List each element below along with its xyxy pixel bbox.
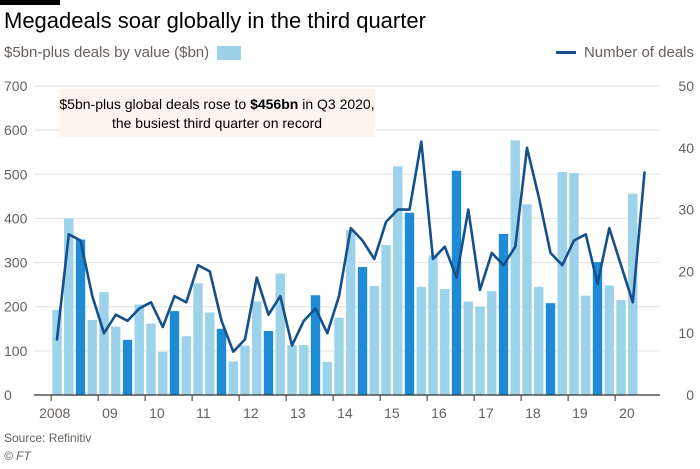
bar [475, 306, 485, 395]
deals-count-line [55, 140, 646, 354]
y-right-tick-label: 10 [678, 325, 694, 341]
bar [346, 230, 356, 395]
bar [487, 291, 497, 395]
bar [252, 301, 262, 395]
bar [228, 361, 238, 395]
bar [75, 239, 86, 395]
y-left-tick-label: 500 [4, 166, 28, 182]
legend-bars-label: $5bn-plus deals by value ($bn) [4, 44, 210, 61]
bar [87, 319, 97, 395]
bar [263, 330, 274, 395]
bar [404, 212, 415, 395]
x-tick-label: 09 [102, 405, 118, 421]
bar [592, 262, 603, 395]
bar [205, 312, 215, 395]
bar [134, 304, 144, 395]
bar [510, 140, 520, 395]
bar [181, 336, 191, 395]
bar [99, 292, 109, 395]
x-tick-label: 2008 [39, 405, 70, 421]
bar [299, 345, 309, 395]
x-tick-label: 13 [290, 405, 306, 421]
bar [357, 266, 368, 395]
x-tick-label: 16 [431, 405, 447, 421]
bar [369, 285, 379, 395]
y-left-tick-label: 700 [4, 78, 28, 94]
y-right-tick-label: 20 [678, 263, 694, 279]
bar [440, 289, 450, 395]
y-left-tick-label: 0 [4, 387, 12, 403]
bar [310, 295, 321, 395]
bar [616, 300, 626, 395]
bar [557, 172, 567, 395]
x-tick-label: 10 [149, 405, 165, 421]
bar [158, 351, 168, 395]
y-left-tick-label: 100 [4, 343, 28, 359]
bar [463, 301, 473, 395]
legend-line-swatch [555, 51, 576, 54]
y-left-tick-label: 400 [4, 210, 28, 226]
bar [146, 323, 156, 395]
annotation-line-2: the busiest third quarter on record [112, 115, 322, 131]
y-right-tick-label: 0 [686, 387, 694, 403]
legend-line: Number of deals [555, 44, 694, 61]
y-left-tick-label: 300 [4, 255, 28, 271]
legend-bars-swatch [217, 45, 242, 60]
bar [381, 244, 391, 395]
bar [451, 170, 462, 395]
chart-title: Megadeals soar globally in the third qua… [4, 8, 426, 33]
annotation-box [59, 89, 375, 137]
bar [522, 204, 532, 395]
bar [545, 303, 556, 395]
bar [122, 339, 133, 395]
bar [416, 286, 426, 395]
bar [193, 283, 203, 395]
y-left-tick-label: 200 [4, 299, 28, 315]
x-tick-label: 14 [337, 405, 353, 421]
bar [534, 286, 544, 395]
bar [275, 273, 285, 395]
bar [428, 255, 438, 395]
bar [111, 326, 121, 395]
bar [169, 311, 180, 395]
x-tick-label: 19 [572, 405, 588, 421]
bar [334, 317, 344, 395]
y-right-tick-label: 40 [678, 140, 694, 156]
bar [581, 295, 591, 395]
brand-rule [0, 0, 60, 5]
x-tick-label: 11 [196, 405, 211, 421]
y-right-tick-label: 30 [678, 202, 694, 218]
bar [393, 166, 403, 395]
bar [322, 361, 332, 395]
ft-credit: © FT [4, 449, 31, 463]
bar [240, 345, 250, 395]
annotation-line-1: $5bn-plus global deals rose to $456bn in… [59, 96, 374, 112]
bar [52, 309, 62, 395]
legend-bars: $5bn-plus deals by value ($bn) [4, 44, 242, 61]
x-tick-label: 17 [478, 405, 494, 421]
x-tick-label: 20 [619, 405, 635, 421]
bar [604, 285, 614, 395]
y-left-tick-label: 600 [4, 122, 28, 138]
x-tick-label: 15 [384, 405, 400, 421]
bar [498, 233, 509, 395]
bar [64, 218, 74, 395]
x-tick-label: 18 [525, 405, 541, 421]
legend-line-label: Number of deals [583, 44, 694, 61]
x-tick-label: 12 [243, 405, 259, 421]
bar [216, 328, 227, 395]
source-note: Source: Refinitiv [4, 431, 92, 445]
bar [287, 345, 297, 395]
bar [569, 172, 579, 395]
y-right-tick-label: 50 [678, 78, 694, 94]
